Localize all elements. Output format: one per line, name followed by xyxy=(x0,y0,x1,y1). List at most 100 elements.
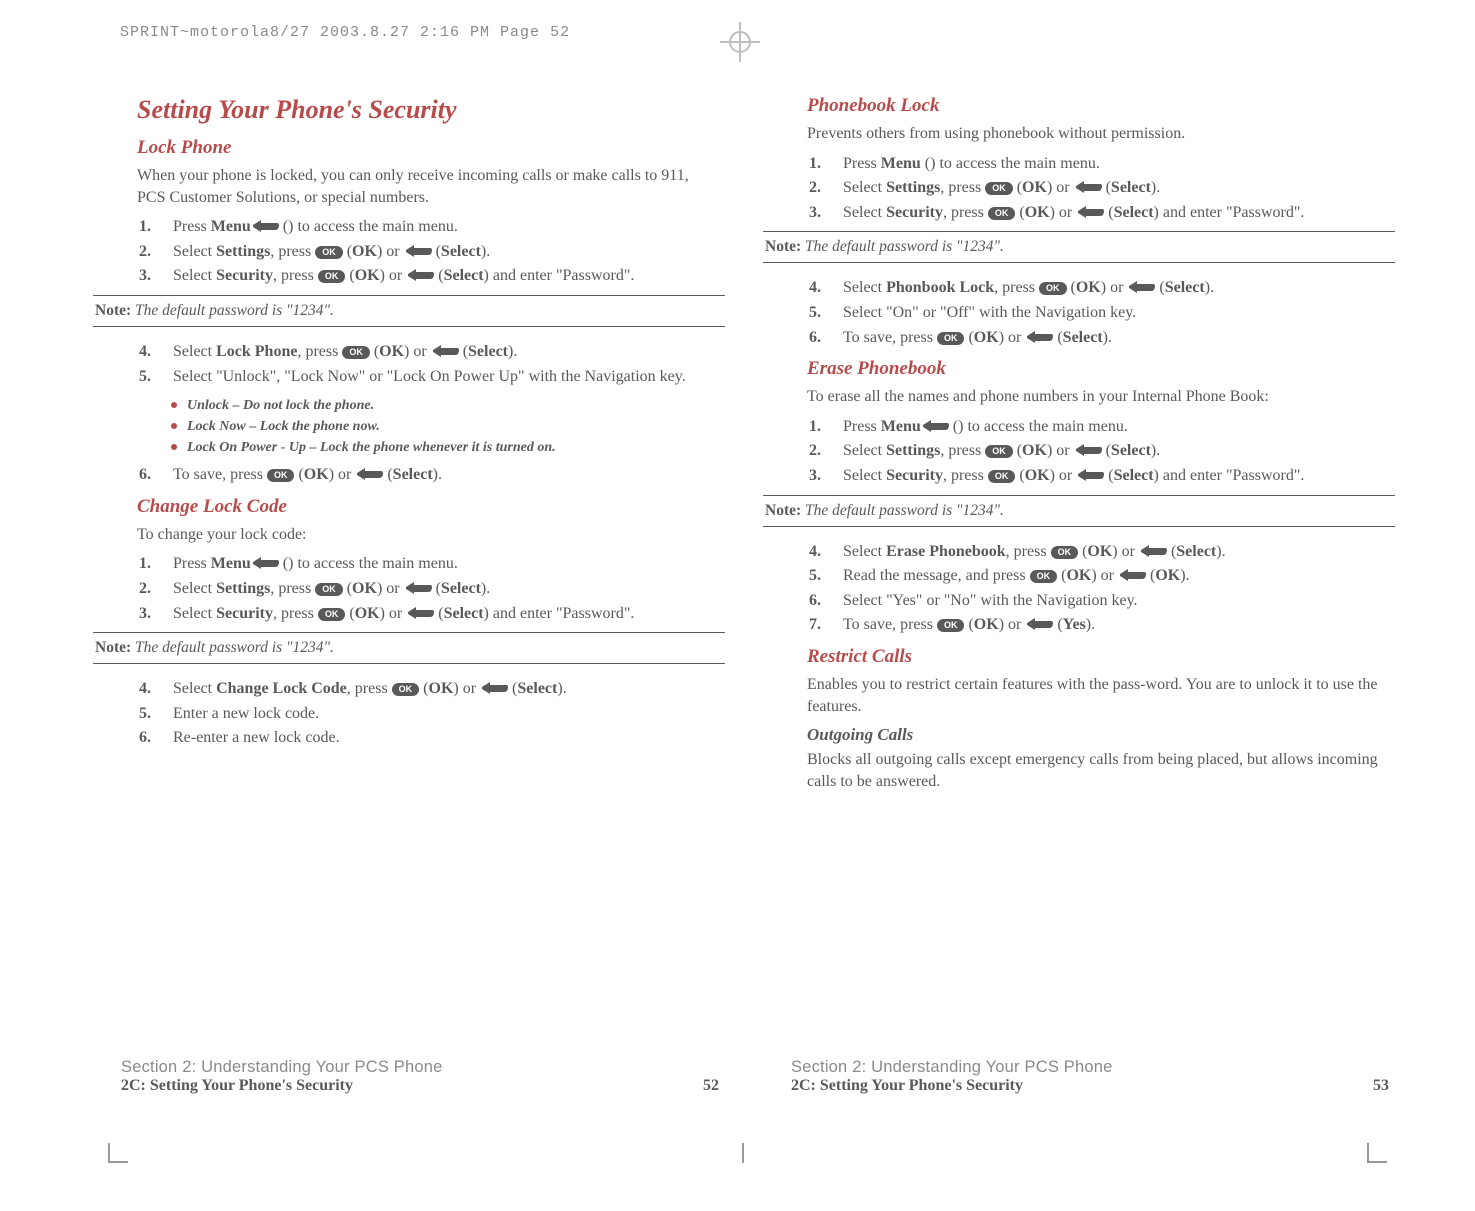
page-52: Setting Your Phone's Security Lock Phone… xyxy=(115,95,725,1095)
step-item: 6.To save, press OK (OK) or (Select). xyxy=(833,327,1389,349)
bullet-item: Lock On Power - Up – Lock the phone when… xyxy=(187,437,719,458)
erase-phonebook-intro: To erase all the names and phone numbers… xyxy=(807,386,1389,408)
menu-key-icon xyxy=(1025,330,1053,343)
step-item: 7.To save, press OK (OK) or (Yes). xyxy=(833,614,1389,636)
phonebook-lock-steps-b: 4.Select Phonbook Lock, press OK (OK) or… xyxy=(807,277,1389,348)
menu-key-icon xyxy=(1118,568,1146,581)
step-item: 6.To save, press OK (OK) or (Select). xyxy=(163,464,719,486)
step-number: 3. xyxy=(139,603,151,625)
step-number: 1. xyxy=(809,153,821,175)
note-box: Note: The default password is "1234". xyxy=(763,231,1395,263)
page-footer: Section 2: Understanding Your PCS Phone … xyxy=(785,1058,1395,1095)
ok-key-icon: OK xyxy=(1039,282,1067,295)
step-number: 7. xyxy=(809,614,821,636)
outgoing-calls-body: Blocks all outgoing calls except emergen… xyxy=(807,749,1389,792)
note-label: Note: xyxy=(765,238,801,255)
lock-phone-steps-a: 1.Press Menu () to access the main menu.… xyxy=(137,216,719,287)
step-item: 6.Re-enter a new lock code. xyxy=(163,727,719,749)
step-item: 3.Select Security, press OK (OK) or (Sel… xyxy=(833,202,1389,224)
note-label: Note: xyxy=(765,502,801,519)
step-number: 6. xyxy=(139,464,151,486)
footer-section: Section 2: Understanding Your PCS Phone xyxy=(791,1058,1389,1077)
step-number: 2. xyxy=(139,241,151,263)
step-number: 4. xyxy=(809,541,821,563)
step-number: 6. xyxy=(809,590,821,612)
step-item: 1.Press Menu () to access the main menu. xyxy=(833,153,1389,175)
note-box: Note: The default password is "1234". xyxy=(763,495,1395,527)
menu-key-icon xyxy=(406,268,434,281)
step-number: 5. xyxy=(139,703,151,725)
note-label: Note: xyxy=(95,639,131,656)
step-item: 2.Select Settings, press OK (OK) or (Sel… xyxy=(163,241,719,263)
menu-key-icon xyxy=(1127,280,1155,293)
step-number: 5. xyxy=(809,302,821,324)
step-number: 6. xyxy=(139,727,151,749)
step-item: 1.Press Menu () to access the main menu. xyxy=(163,553,719,575)
change-code-intro: To change your lock code: xyxy=(137,524,719,546)
bullet-item: Unlock – Do not lock the phone. xyxy=(187,395,719,416)
step-item: 1.Press Menu () to access the main menu. xyxy=(163,216,719,238)
menu-key-icon xyxy=(921,419,949,432)
menu-key-icon xyxy=(1139,544,1167,557)
ok-key-icon: OK xyxy=(988,207,1016,220)
menu-key-icon xyxy=(355,467,383,480)
section-restrict-calls: Restrict Calls xyxy=(807,646,1389,668)
menu-key-icon xyxy=(406,606,434,619)
page-title: Setting Your Phone's Security xyxy=(137,95,719,125)
step-number: 4. xyxy=(809,277,821,299)
step-number: 4. xyxy=(139,341,151,363)
menu-key-icon xyxy=(1074,443,1102,456)
ok-key-icon: OK xyxy=(988,470,1016,483)
section-erase-phonebook: Erase Phonebook xyxy=(807,358,1389,380)
menu-key-icon xyxy=(404,581,432,594)
step-item: 5.Select "On" or "Off" with the Navigati… xyxy=(833,302,1389,324)
menu-key-icon xyxy=(1074,180,1102,193)
menu-key-icon xyxy=(404,244,432,257)
page-number: 52 xyxy=(703,1077,719,1095)
lock-phone-steps-b: 4.Select Lock Phone, press OK (OK) or (S… xyxy=(137,341,719,387)
note-text: The default password is "1234". xyxy=(131,639,334,656)
step-number: 3. xyxy=(809,202,821,224)
menu-key-icon xyxy=(1076,468,1104,481)
menu-key-icon xyxy=(1076,205,1104,218)
step-number: 5. xyxy=(809,565,821,587)
ok-key-icon: OK xyxy=(315,583,343,596)
erase-phonebook-steps-b: 4.Select Erase Phonebook, press OK (OK) … xyxy=(807,541,1389,636)
ok-key-icon: OK xyxy=(315,246,343,259)
change-code-steps-b: 4.Select Change Lock Code, press OK (OK)… xyxy=(137,678,719,749)
step-number: 1. xyxy=(809,416,821,438)
step-item: 4.Select Change Lock Code, press OK (OK)… xyxy=(163,678,719,700)
registration-mark xyxy=(720,22,760,62)
footer-subsection: 2C: Setting Your Phone's Security xyxy=(791,1077,1023,1095)
ok-key-icon: OK xyxy=(318,608,346,621)
lock-phone-intro: When your phone is locked, you can only … xyxy=(137,165,719,208)
note-text: The default password is "1234". xyxy=(801,238,1004,255)
page-footer: Section 2: Understanding Your PCS Phone … xyxy=(115,1058,725,1095)
step-number: 1. xyxy=(139,553,151,575)
phonebook-lock-steps-a: 1.Press Menu () to access the main menu.… xyxy=(807,153,1389,224)
step-number: 1. xyxy=(139,216,151,238)
ok-key-icon: OK xyxy=(1051,546,1079,559)
step-number: 4. xyxy=(139,678,151,700)
crop-mark-icon xyxy=(108,1137,134,1163)
crop-mark-icon xyxy=(1367,1137,1393,1163)
step-item: 4.Select Lock Phone, press OK (OK) or (S… xyxy=(163,341,719,363)
footer-subsection: 2C: Setting Your Phone's Security xyxy=(121,1077,353,1095)
step-number: 3. xyxy=(139,265,151,287)
footer-section: Section 2: Understanding Your PCS Phone xyxy=(121,1058,719,1077)
menu-key-icon xyxy=(251,219,279,232)
step-item: 4.Select Erase Phonebook, press OK (OK) … xyxy=(833,541,1389,563)
step-item: 2.Select Settings, press OK (OK) or (Sel… xyxy=(163,578,719,600)
step-item: 2.Select Settings, press OK (OK) or (Sel… xyxy=(833,440,1389,462)
ok-key-icon: OK xyxy=(985,445,1013,458)
step-item: 3.Select Security, press OK (OK) or (Sel… xyxy=(163,603,719,625)
crop-mark-icon xyxy=(730,1137,756,1163)
note-box: Note: The default password is "1234". xyxy=(93,295,725,327)
ok-key-icon: OK xyxy=(267,469,295,482)
step-item: 4.Select Phonbook Lock, press OK (OK) or… xyxy=(833,277,1389,299)
step-number: 6. xyxy=(809,327,821,349)
step-number: 2. xyxy=(809,440,821,462)
section-phonebook-lock: Phonebook Lock xyxy=(807,95,1389,117)
ok-key-icon: OK xyxy=(985,182,1013,195)
note-box: Note: The default password is "1234". xyxy=(93,632,725,664)
